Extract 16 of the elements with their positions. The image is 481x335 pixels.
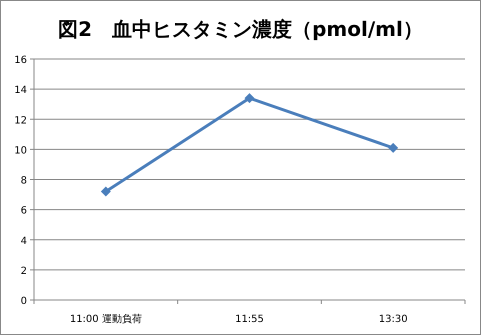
y-tick-label: 16 [14, 55, 27, 66]
chart-title: 図2 血中ヒスタミン濃度（pmol/ml） [58, 17, 423, 41]
y-tick-label: 0 [20, 296, 27, 307]
point [100, 186, 111, 197]
y-tick-label: 8 [20, 176, 27, 186]
y-tick-label: 10 [14, 145, 27, 156]
x-tick-label: 11:00 運動負荷 [70, 313, 142, 325]
point [388, 142, 398, 153]
y-tick-label: 6 [20, 206, 27, 217]
x-tick-label: 11:55 [235, 314, 264, 325]
y-tick-label: 14 [14, 85, 27, 96]
y-tick-label: 2 [20, 266, 27, 277]
point [244, 93, 254, 104]
y-tick-label: 4 [20, 236, 27, 247]
x-tick-label: 13:30 [378, 314, 408, 325]
y-tick-label: 12 [14, 115, 27, 126]
